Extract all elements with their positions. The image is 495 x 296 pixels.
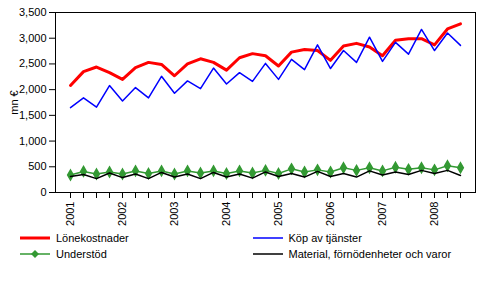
svg-text:2003: 2003 [168, 202, 180, 226]
svg-text:2005: 2005 [272, 202, 284, 226]
svg-text:2,500: 2,500 [19, 57, 47, 69]
svg-text:2008: 2008 [428, 202, 440, 226]
svg-text:2002: 2002 [116, 202, 128, 226]
html-text:Understöd: Understöd [56, 248, 107, 260]
html-text:Lönekostnader: Lönekostnader [56, 232, 129, 244]
svg-text:2004: 2004 [220, 202, 232, 226]
svg-text:mn €: mn € [8, 90, 20, 114]
html-text:Köp av tjänster: Köp av tjänster [288, 232, 362, 244]
svg-text:500: 500 [28, 160, 46, 172]
svg-text:2006: 2006 [324, 202, 336, 226]
svg-text:3,500: 3,500 [19, 6, 47, 18]
svg-text:2001: 2001 [64, 202, 76, 226]
svg-text:2,000: 2,000 [19, 83, 47, 95]
html-text:Material, förnödenheter och va: Material, förnödenheter och varor [288, 248, 452, 260]
svg-text:2007: 2007 [376, 202, 388, 226]
svg-text:0: 0 [40, 186, 46, 198]
svg-text:1,000: 1,000 [19, 135, 47, 147]
svg-text:1,500: 1,500 [19, 109, 47, 121]
svg-text:3,000: 3,000 [19, 32, 47, 44]
